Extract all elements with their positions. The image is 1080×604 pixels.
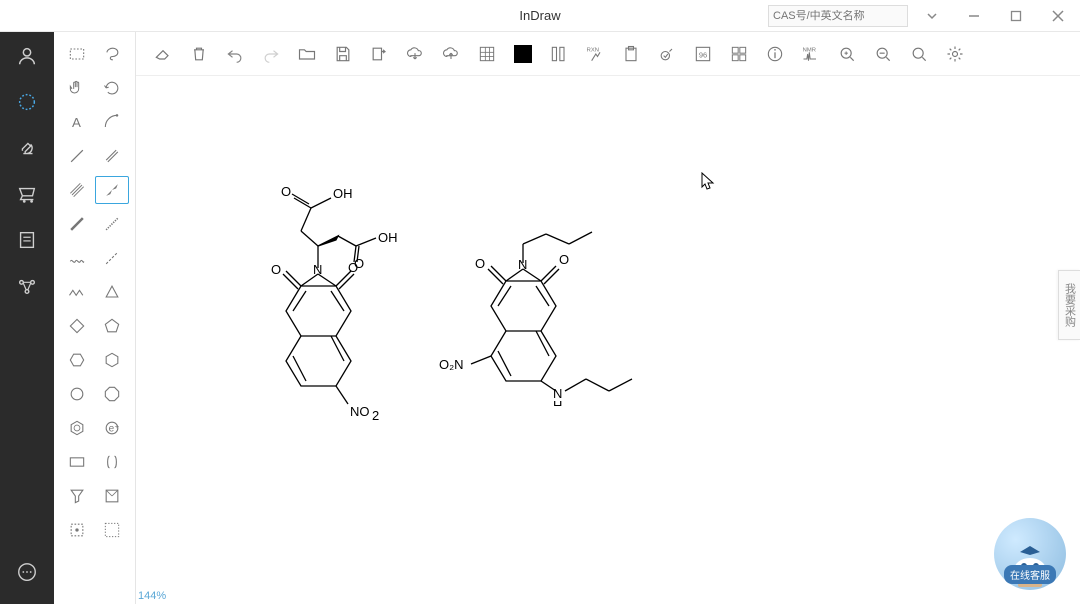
maximize-button[interactable] bbox=[998, 0, 1034, 32]
svg-text:OH: OH bbox=[378, 230, 398, 245]
single-bond-tool[interactable] bbox=[60, 142, 94, 170]
triangle-tool[interactable] bbox=[95, 278, 129, 306]
title-bar: InDraw bbox=[0, 0, 1080, 32]
undo-icon[interactable] bbox=[224, 43, 246, 65]
zoom-reset-icon[interactable] bbox=[908, 43, 930, 65]
hash-bond-tool[interactable] bbox=[95, 210, 129, 238]
trash-icon[interactable] bbox=[188, 43, 210, 65]
charge-tool[interactable]: e⁺ bbox=[95, 414, 129, 442]
svg-text:N: N bbox=[518, 257, 527, 272]
benzene-icon[interactable] bbox=[15, 90, 39, 114]
molecule-left[interactable]: O O N O OH O OH NO 2 bbox=[206, 146, 426, 426]
chat-icon[interactable] bbox=[15, 560, 39, 584]
eraser-icon[interactable] bbox=[152, 43, 174, 65]
triple-bond-tool[interactable] bbox=[60, 176, 94, 204]
dashed-bond-tool[interactable] bbox=[95, 244, 129, 272]
benzene-tool[interactable] bbox=[60, 414, 94, 442]
paste-icon[interactable] bbox=[620, 43, 642, 65]
pentagon-tool[interactable] bbox=[95, 312, 129, 340]
svg-text:A: A bbox=[72, 115, 81, 130]
color-icon[interactable] bbox=[512, 43, 534, 65]
svg-text:RXN: RXN bbox=[587, 47, 599, 53]
arc-tool[interactable] bbox=[95, 108, 129, 136]
align-icon[interactable] bbox=[548, 43, 570, 65]
chain-tool[interactable] bbox=[60, 278, 94, 306]
svg-text:e⁺: e⁺ bbox=[108, 423, 119, 434]
redo-icon[interactable] bbox=[260, 43, 282, 65]
mascot-label: 在线客服 bbox=[1004, 565, 1056, 584]
svg-text:O: O bbox=[475, 256, 485, 271]
hand-tool[interactable] bbox=[60, 74, 94, 102]
svg-text:O: O bbox=[281, 184, 291, 199]
svg-text:O: O bbox=[559, 252, 569, 267]
search-box[interactable] bbox=[768, 5, 908, 27]
zoom-status: 144% bbox=[138, 590, 166, 602]
export-icon[interactable] bbox=[368, 43, 390, 65]
close-button[interactable] bbox=[1040, 0, 1076, 32]
lasso-tool[interactable] bbox=[95, 40, 129, 68]
dropdown-button[interactable] bbox=[914, 0, 950, 32]
number-icon[interactable]: 96 bbox=[692, 43, 714, 65]
svg-text:O₂N: O₂N bbox=[439, 357, 464, 372]
funnel-tool[interactable] bbox=[60, 482, 94, 510]
calculator-icon[interactable] bbox=[728, 43, 750, 65]
svg-text:96: 96 bbox=[699, 50, 707, 59]
microscope-icon[interactable] bbox=[15, 136, 39, 160]
grid-icon[interactable] bbox=[476, 43, 498, 65]
activity-bar bbox=[0, 32, 54, 604]
heptagon-tool[interactable] bbox=[60, 380, 94, 408]
open-icon[interactable] bbox=[296, 43, 318, 65]
canvas[interactable]: O O N O OH O OH NO 2 bbox=[136, 76, 1080, 604]
hexagon-tool[interactable] bbox=[60, 346, 94, 374]
cloud-up-icon[interactable] bbox=[440, 43, 462, 65]
svg-text:H: H bbox=[553, 398, 562, 406]
top-toolbar: RXN 96 NMR bbox=[136, 32, 1080, 76]
bracket-tool[interactable] bbox=[95, 448, 129, 476]
mascot[interactable]: 在线客服 bbox=[994, 518, 1066, 590]
svg-text:NO: NO bbox=[350, 404, 370, 419]
document-icon[interactable] bbox=[15, 228, 39, 252]
rotate-tool[interactable] bbox=[95, 74, 129, 102]
cursor-icon bbox=[701, 172, 715, 190]
right-tab-procurement[interactable]: 我要采购 bbox=[1058, 270, 1080, 340]
search-input[interactable] bbox=[773, 10, 915, 22]
hexagon-alt-tool[interactable] bbox=[95, 346, 129, 374]
nmr-icon[interactable]: NMR bbox=[800, 43, 822, 65]
check-structure-icon[interactable] bbox=[656, 43, 678, 65]
bold-bond-tool[interactable] bbox=[60, 210, 94, 238]
cloud-down-icon[interactable] bbox=[404, 43, 426, 65]
tool-panel: A e⁺ bbox=[54, 32, 136, 604]
square-tool[interactable] bbox=[60, 312, 94, 340]
marquee-tool[interactable] bbox=[60, 40, 94, 68]
template-tool[interactable] bbox=[95, 482, 129, 510]
save-icon[interactable] bbox=[332, 43, 354, 65]
settings-icon[interactable] bbox=[944, 43, 966, 65]
octagon-tool[interactable] bbox=[95, 380, 129, 408]
cart-icon[interactable] bbox=[15, 182, 39, 206]
info-icon[interactable] bbox=[764, 43, 786, 65]
grid-dots-tool[interactable] bbox=[95, 516, 129, 544]
clean-icon[interactable]: RXN bbox=[584, 43, 606, 65]
svg-text:N: N bbox=[313, 262, 322, 277]
zoom-fit-icon[interactable] bbox=[836, 43, 858, 65]
double-bond-tool[interactable] bbox=[95, 142, 129, 170]
wavy-bond-tool[interactable] bbox=[60, 244, 94, 272]
svg-text:2: 2 bbox=[372, 408, 379, 423]
svg-text:OH: OH bbox=[333, 186, 353, 201]
molecule-icon[interactable] bbox=[15, 274, 39, 298]
rectangle-tool[interactable] bbox=[60, 448, 94, 476]
atom-tool[interactable] bbox=[60, 516, 94, 544]
wedge-bond-tool[interactable] bbox=[95, 176, 129, 204]
zoom-out-icon[interactable] bbox=[872, 43, 894, 65]
user-icon[interactable] bbox=[15, 44, 39, 68]
svg-text:O: O bbox=[271, 262, 281, 277]
molecule-right[interactable]: O O N O₂N N H bbox=[411, 166, 671, 406]
svg-text:O: O bbox=[348, 260, 358, 275]
minimize-button[interactable] bbox=[956, 0, 992, 32]
text-tool[interactable]: A bbox=[60, 108, 94, 136]
